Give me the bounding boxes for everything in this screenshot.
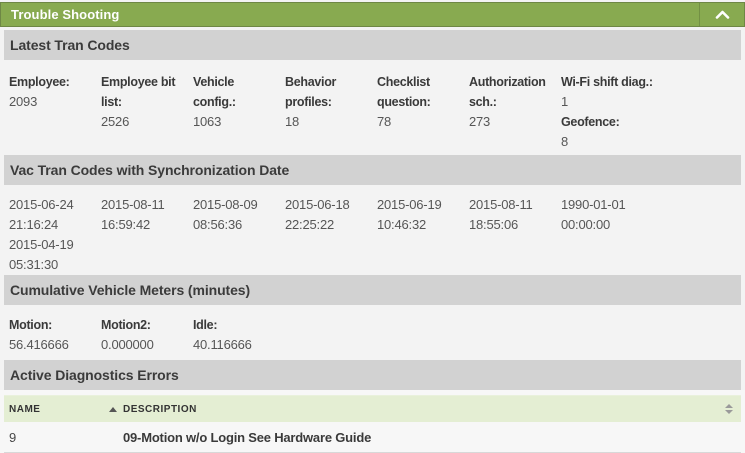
sort-ascending-icon <box>109 406 117 412</box>
vac-tran-codes-dates: 2015-06-24 21:16:24 2015-04-19 05:31:30 … <box>0 185 745 275</box>
latest-tran-codes-fields: Employee: 2093 Employee bit list: 2526 V… <box>0 60 745 155</box>
field-label: Idle: <box>193 318 218 332</box>
field-value: 40.116666 <box>193 337 252 352</box>
sync-date-cell: 2015-08-11 16:59:42 <box>101 195 193 275</box>
column-header-label: NAME <box>9 403 41 415</box>
field-value: 8 <box>561 134 569 149</box>
field-value: 0.000000 <box>101 337 154 352</box>
field-label: Behavior profiles: <box>285 75 337 109</box>
field-vehicle-config: Vehicle config.: 1063 <box>193 72 285 155</box>
datetime-value: 2015-08-09 08:56:36 <box>193 197 258 232</box>
section-heading-text: Vac Tran Codes with Synchronization Date <box>10 162 290 178</box>
field-employee-bit-list: Employee bit list: 2526 <box>101 72 193 155</box>
datetime-value: 2015-04-19 05:31:30 <box>9 237 74 272</box>
panel-title: Trouble Shooting <box>11 7 120 22</box>
field-wifi-shift-diag-and-geofence: Wi-Fi shift diag.: 1 Geofence: 8 <box>561 72 745 155</box>
field-value: 1063 <box>193 114 222 129</box>
field-label: Vehicle config.: <box>193 75 236 109</box>
vehicle-meters-fields: Motion: 56.416666 Motion2: 0.000000 Idle… <box>0 305 745 360</box>
section-heading-text: Active Diagnostics Errors <box>10 367 179 383</box>
field-motion: Motion: 56.416666 <box>9 315 101 360</box>
column-header-label: DESCRIPTION <box>123 403 197 415</box>
sync-date-cell: 2015-08-09 08:56:36 <box>193 195 285 275</box>
panel-title-bar[interactable]: Trouble Shooting <box>0 2 745 27</box>
section-header-active-diagnostics-errors: Active Diagnostics Errors <box>4 360 741 390</box>
section-heading-text: Latest Tran Codes <box>10 37 130 53</box>
field-value: 78 <box>377 114 392 129</box>
sync-date-cell: 2015-06-18 22:25:22 <box>285 195 377 275</box>
table-row: 9 09-Motion w/o Login See Hardware Guide <box>4 422 741 453</box>
datetime-value: 2015-08-11 18:55:06 <box>469 197 533 232</box>
field-authorization-sch: Authorization sch.: 273 <box>469 72 561 155</box>
field-label: Motion2: <box>101 318 151 332</box>
field-label: Wi-Fi shift diag.: <box>561 75 653 89</box>
column-header-description[interactable]: DESCRIPTION <box>123 404 741 415</box>
cell-description: 09-Motion w/o Login See Hardware Guide <box>123 429 372 445</box>
sync-date-cell: 1990-01-01 00:00:00 <box>561 195 653 275</box>
datetime-value: 2015-06-24 21:16:24 <box>9 197 74 232</box>
diagnostics-table: NAME DESCRIPTION 9 09-Motion w/o Login S… <box>0 390 745 453</box>
field-label: Checklist question: <box>377 75 431 109</box>
datetime-value: 1990-01-01 00:00:00 <box>561 197 626 232</box>
column-header-name[interactable]: NAME <box>4 404 123 415</box>
field-label: Employee: <box>9 75 70 89</box>
field-label: Employee bit list: <box>101 75 176 109</box>
field-value: 1 <box>561 94 569 109</box>
field-employee: Employee: 2093 <box>9 72 101 155</box>
table-header-row: NAME DESCRIPTION <box>4 395 741 422</box>
field-idle: Idle: 40.116666 <box>193 315 285 360</box>
field-label: Geofence: <box>561 115 620 129</box>
field-value: 273 <box>469 114 491 129</box>
section-heading-text: Cumulative Vehicle Meters (minutes) <box>10 282 251 298</box>
collapse-button[interactable] <box>699 3 744 26</box>
datetime-value: 2015-08-11 16:59:42 <box>101 197 165 232</box>
field-label: Authorization sch.: <box>469 75 546 109</box>
field-behavior-profiles: Behavior profiles: 18 <box>285 72 377 155</box>
sync-date-cell: 2015-06-19 10:46:32 <box>377 195 469 275</box>
sortable-icon <box>725 404 733 414</box>
section-header-vac-tran-codes: Vac Tran Codes with Synchronization Date <box>4 155 741 185</box>
field-value: 56.416666 <box>9 337 69 352</box>
chevron-up-icon <box>715 6 730 24</box>
sync-date-cell: 2015-06-24 21:16:24 2015-04-19 05:31:30 <box>9 195 101 275</box>
field-value: 2093 <box>9 94 38 109</box>
datetime-value: 2015-06-19 10:46:32 <box>377 197 442 232</box>
section-header-vehicle-meters: Cumulative Vehicle Meters (minutes) <box>4 275 741 305</box>
field-checklist-question: Checklist question: 78 <box>377 72 469 155</box>
field-label: Motion: <box>9 318 53 332</box>
field-value: 2526 <box>101 114 130 129</box>
field-motion2: Motion2: 0.000000 <box>101 315 193 360</box>
datetime-value: 2015-06-18 22:25:22 <box>285 197 350 232</box>
sync-date-cell: 2015-08-11 18:55:06 <box>469 195 561 275</box>
field-value: 18 <box>285 114 300 129</box>
section-header-latest-tran-codes: Latest Tran Codes <box>4 30 741 60</box>
cell-name: 9 <box>9 429 17 445</box>
